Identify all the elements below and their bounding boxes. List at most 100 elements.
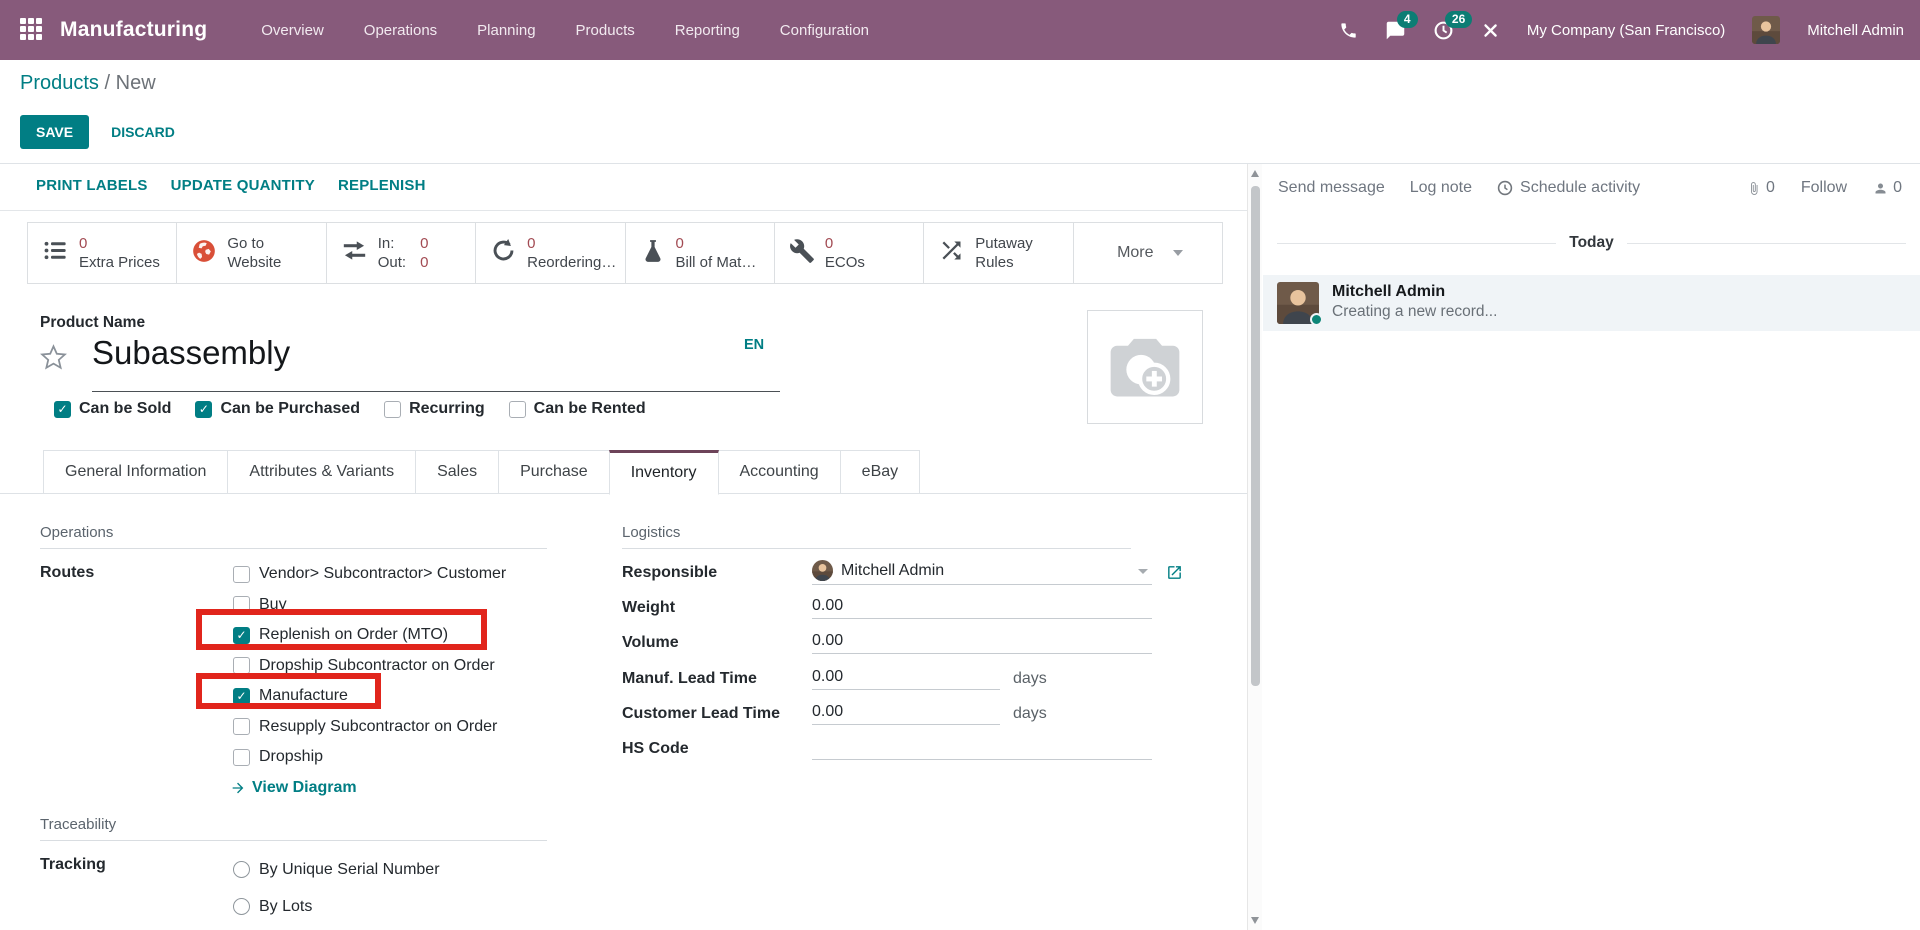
customer-lead-time-value: 0.00 (812, 702, 844, 720)
nav-item-operations[interactable]: Operations (363, 21, 438, 39)
route-replenish-on-order: Replenish on Order (MTO) (233, 620, 506, 651)
route-checkbox[interactable] (233, 687, 250, 705)
external-link-icon[interactable] (1166, 564, 1183, 581)
traceability-section: Traceability Tracking By Unique Serial N… (40, 816, 547, 930)
weight-field[interactable]: 0.00 (812, 597, 1152, 619)
followers-button[interactable]: 0 (1873, 179, 1902, 197)
vertical-scrollbar[interactable] (1247, 164, 1262, 930)
scroll-down-arrow[interactable] (1251, 917, 1259, 924)
route-label: Manufacture (259, 687, 348, 705)
product-image-upload[interactable] (1087, 310, 1203, 424)
discard-button[interactable]: DISCARD (107, 115, 179, 149)
product-name-input[interactable]: Subassembly (92, 334, 291, 371)
chatter-toolbar: Send message Log note Schedule activity … (1263, 164, 1920, 197)
recurring-option: Recurring (384, 400, 485, 418)
extra-prices-button[interactable]: 0 Extra Prices (28, 223, 178, 283)
nav-item-planning[interactable]: Planning (477, 21, 536, 39)
message-author[interactable]: Mitchell Admin (1332, 283, 1446, 300)
shuffle-icon (938, 237, 965, 269)
more-button[interactable]: More (1074, 223, 1222, 283)
message-avatar[interactable] (1277, 282, 1323, 326)
tab-attributes-variants[interactable]: Attributes & Variants (227, 450, 417, 494)
route-manufacture: Manufacture (233, 681, 506, 712)
route-checkbox[interactable] (233, 626, 250, 644)
view-diagram-link[interactable]: View Diagram (230, 773, 506, 804)
favorite-star-icon[interactable] (38, 342, 69, 378)
volume-row: Volume 0.00 (622, 626, 1182, 661)
phone-icon[interactable] (1339, 21, 1358, 40)
traceability-heading: Traceability (40, 816, 547, 841)
tracking-label: Tracking (40, 856, 106, 873)
user-menu[interactable]: Mitchell Admin (1807, 21, 1904, 39)
messages-icon[interactable]: 4 (1385, 10, 1418, 41)
putaway-rules-button[interactable]: Putaway Rules (924, 223, 1074, 283)
nav-item-overview[interactable]: Overview (261, 21, 324, 39)
manuf-lead-time-suffix: days (1013, 669, 1047, 687)
log-note-button[interactable]: Log note (1409, 179, 1473, 196)
print-labels-button[interactable]: PRINT LABELS (36, 177, 148, 194)
nav-item-configuration[interactable]: Configuration (779, 21, 870, 39)
replenish-button[interactable]: REPLENISH (337, 177, 426, 194)
inventory-in-out-button[interactable]: In: 0 Out: 0 (327, 223, 477, 283)
save-button[interactable]: SAVE (20, 115, 90, 149)
refresh-icon (490, 237, 517, 269)
arrow-right-icon (232, 782, 244, 794)
hs-code-field[interactable] (812, 738, 1152, 761)
recurring-checkbox[interactable] (384, 400, 402, 418)
tracking-serial-radio[interactable] (233, 861, 250, 878)
in-value: 0 (420, 234, 429, 252)
tab-general-information[interactable]: General Information (43, 450, 229, 494)
route-dropship: Dropship (233, 742, 506, 773)
user-avatar[interactable] (1752, 16, 1781, 44)
schedule-activity-button[interactable]: Schedule activity (1497, 179, 1640, 197)
tab-ebay[interactable]: eBay (839, 450, 921, 494)
can-be-sold-checkbox[interactable] (54, 400, 71, 418)
route-checkbox[interactable] (233, 718, 250, 736)
company-switcher[interactable]: My Company (San Francisco) (1526, 21, 1726, 39)
tab-sales[interactable]: Sales (415, 450, 500, 494)
language-badge[interactable]: EN (744, 337, 765, 353)
reordering-rules-button[interactable]: 0 Reordering… (476, 223, 626, 283)
update-quantity-button[interactable]: UPDATE QUANTITY (170, 177, 315, 194)
route-resupply-subcontractor: Resupply Subcontractor on Order (233, 712, 506, 743)
route-dropship-subcontractor: Dropship Subcontractor on Order (233, 651, 506, 682)
bill-of-materials-button[interactable]: 0 Bill of Mat… (626, 223, 775, 283)
route-checkbox[interactable] (233, 748, 250, 766)
ecos-button[interactable]: 0 ECOs (775, 223, 925, 283)
tracking-lots-radio[interactable] (233, 898, 250, 915)
can-be-rented-checkbox[interactable] (508, 400, 526, 418)
nav-item-reporting[interactable]: Reporting (674, 21, 740, 39)
go-to-website-button[interactable]: Go to Website (177, 223, 327, 283)
nav-menu: Overview Operations Planning Products Re… (245, 14, 885, 47)
top-navbar: Manufacturing Overview Operations Planni… (0, 0, 1920, 60)
tab-inventory[interactable]: Inventory (608, 450, 719, 495)
tab-accounting[interactable]: Accounting (717, 450, 841, 494)
putaway-line1: Putaway (975, 234, 1033, 252)
customer-lead-time-field[interactable]: 0.00 (812, 703, 1000, 725)
breadcrumb-products[interactable]: Products (20, 72, 99, 94)
can-be-purchased-checkbox[interactable] (195, 400, 213, 418)
hs-code-row: HS Code (622, 731, 1182, 766)
nav-item-products[interactable]: Products (575, 21, 635, 39)
dropdown-caret-icon[interactable] (1138, 569, 1148, 575)
apps-menu-icon[interactable] (20, 18, 44, 42)
globe-icon (191, 238, 217, 269)
tools-icon[interactable] (1481, 21, 1500, 40)
scrollbar-thumb[interactable] (1251, 186, 1260, 686)
attachments-button[interactable]: 0 (1747, 179, 1775, 197)
app-title[interactable]: Manufacturing (60, 18, 208, 41)
responsible-field[interactable]: Mitchell Admin (812, 560, 1152, 586)
route-checkbox[interactable] (233, 596, 250, 614)
scroll-up-arrow[interactable] (1251, 170, 1259, 177)
view-diagram-label: View Diagram (252, 779, 357, 796)
volume-field[interactable]: 0.00 (812, 632, 1152, 655)
paperclip-icon (1751, 181, 1758, 195)
activities-icon[interactable]: 26 (1433, 10, 1473, 41)
tab-purchase[interactable]: Purchase (498, 450, 610, 494)
manuf-lead-time-field[interactable]: 0.00 (812, 668, 1000, 690)
transfer-arrows-icon (341, 237, 368, 269)
follow-button[interactable]: Follow (1800, 179, 1848, 196)
route-checkbox[interactable] (233, 657, 250, 675)
send-message-button[interactable]: Send message (1278, 179, 1385, 196)
route-checkbox[interactable] (233, 565, 250, 583)
